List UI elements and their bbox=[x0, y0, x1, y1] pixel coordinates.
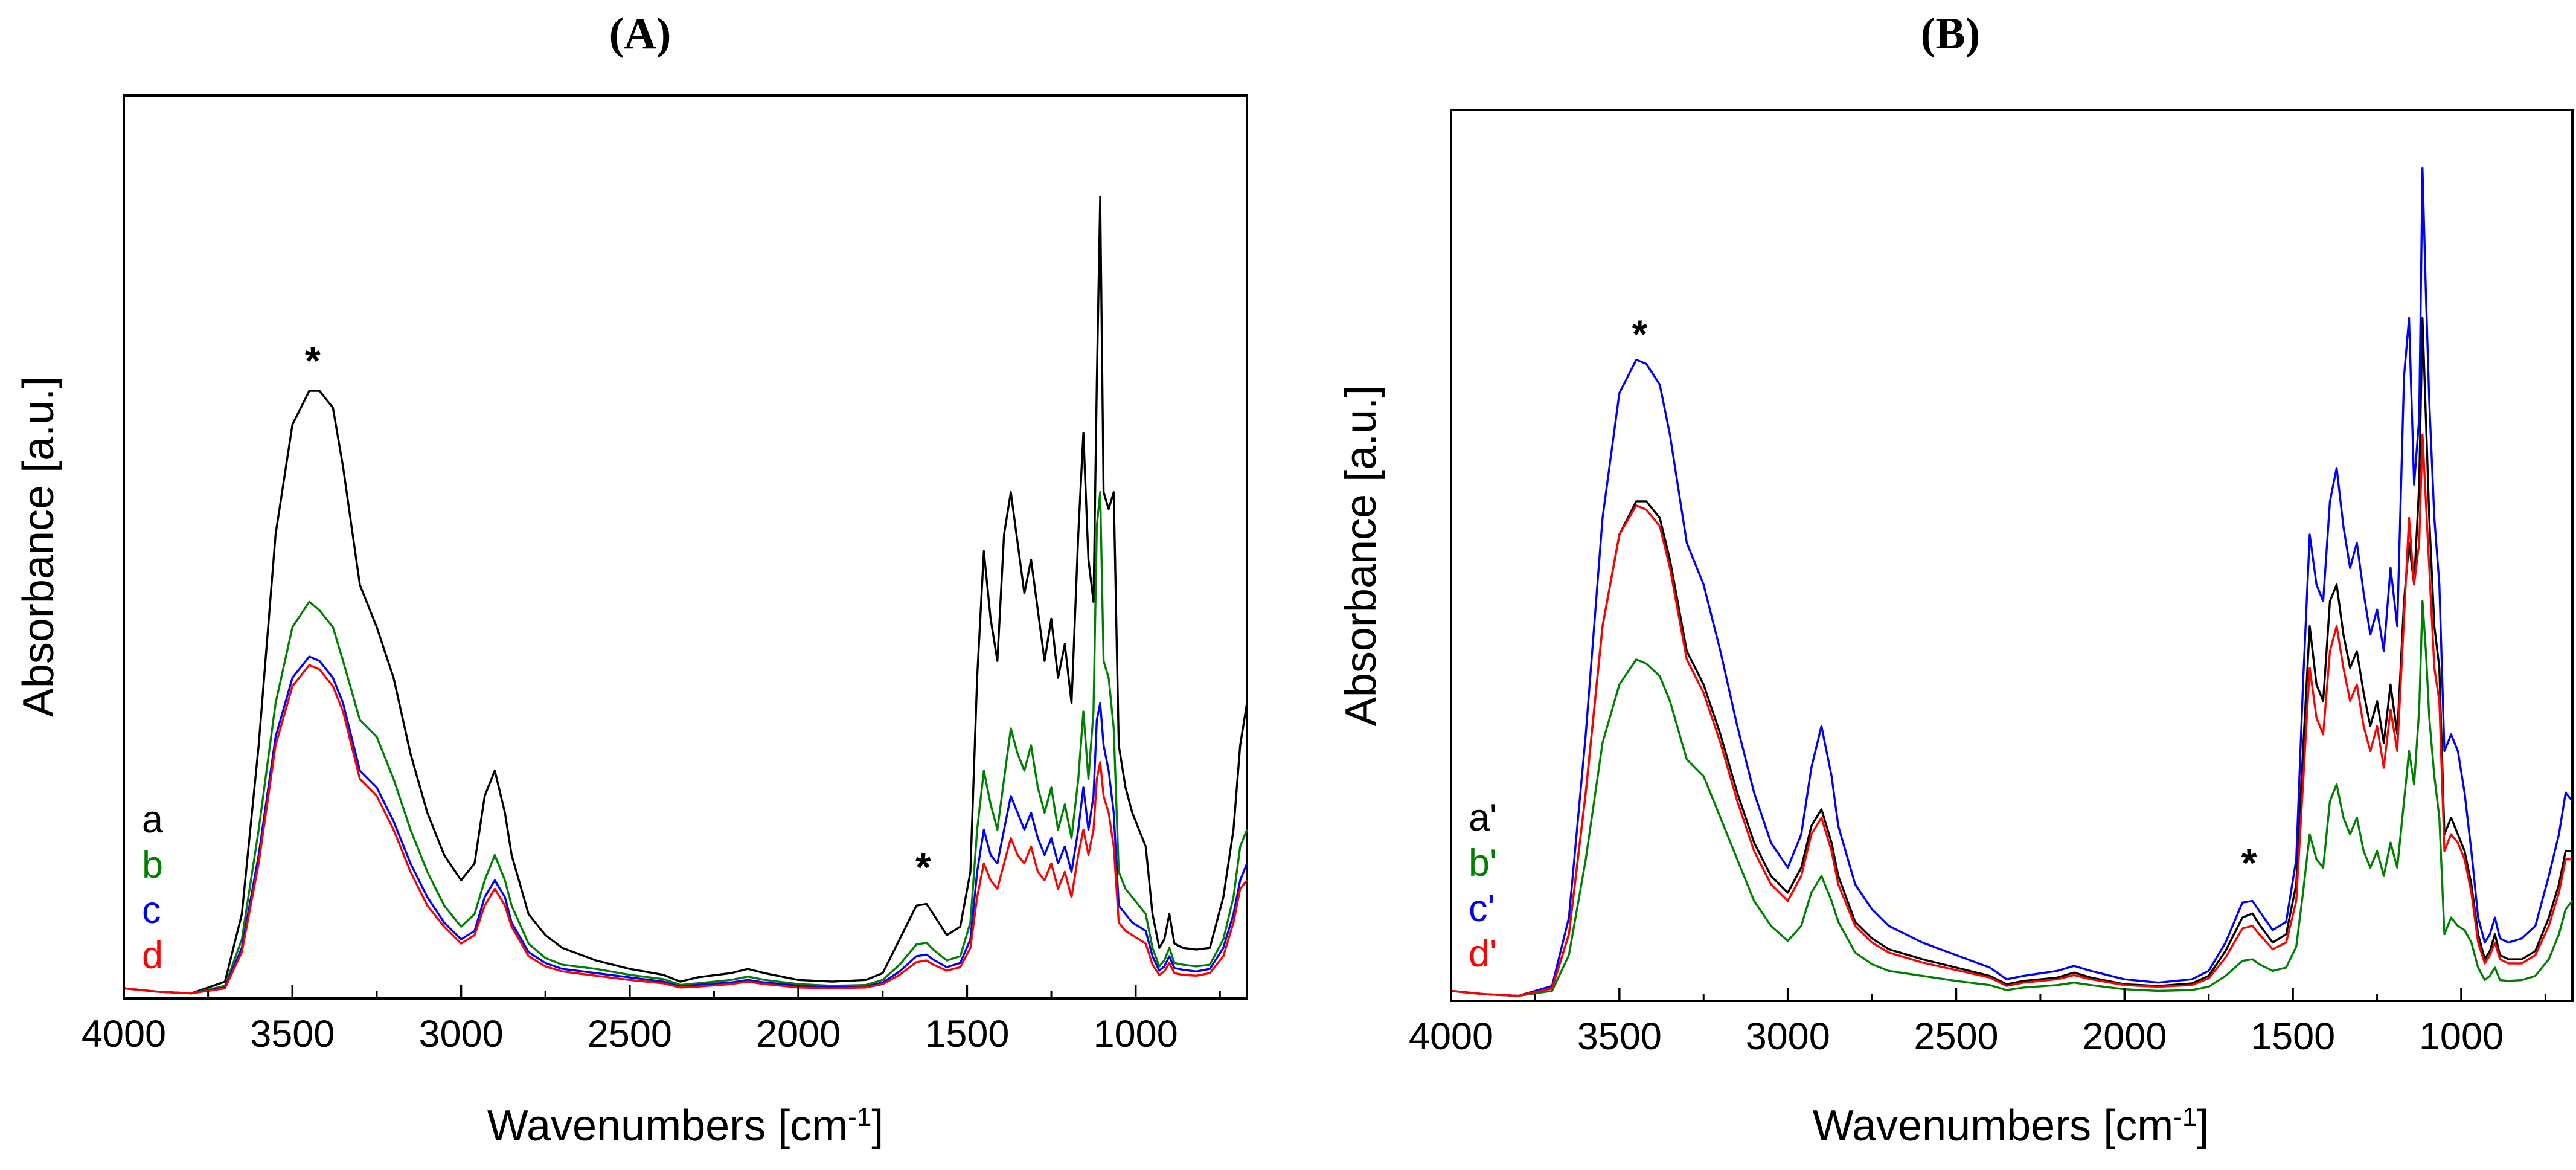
panel-label-a-text: A bbox=[624, 9, 656, 59]
plot-frame-b bbox=[1450, 109, 2574, 1002]
annotations-a: ** bbox=[305, 338, 931, 889]
y-axis-title-a: Absorbance [a.u.] bbox=[14, 376, 63, 717]
annotation-star-b-2: * bbox=[2241, 841, 2257, 886]
x-tick-labels-b: 4000 3500 3000 2500 2000 1500 1000 bbox=[1409, 1015, 2504, 1058]
panel-b: (B) 4000 3500 3000 2500 2000 1500 1000 ** a'b'… bbox=[1337, 9, 2574, 1150]
panel-label-b: (B) bbox=[1921, 9, 1981, 59]
series-line-a-2 bbox=[123, 491, 1248, 995]
x-tick-label-a-4000: 4000 bbox=[82, 1013, 166, 1055]
x-tick-labels-a: 4000 3500 3000 2500 2000 1500 1000 bbox=[82, 1013, 1178, 1055]
x-ticks-b bbox=[1450, 988, 2546, 1001]
annotation-star-a-2: * bbox=[915, 844, 931, 889]
legend-b: a'b'c'd' bbox=[1469, 797, 1497, 975]
annotation-star-a-1: * bbox=[305, 338, 321, 383]
x-tick-label-a-1500: 1500 bbox=[924, 1013, 1009, 1055]
legend-label-a-4: d bbox=[142, 934, 163, 977]
annotation-star-b-1: * bbox=[1632, 312, 1647, 356]
x-tick-label-b-3500: 3500 bbox=[1577, 1015, 1662, 1058]
series-line-b-1 bbox=[1450, 317, 2572, 997]
legend-label-b-3: c' bbox=[1469, 887, 1495, 930]
series-line-b-2 bbox=[1450, 600, 2574, 997]
x-tick-label-b-2500: 2500 bbox=[1914, 1015, 1998, 1058]
series-layer-b bbox=[1450, 167, 2574, 997]
legend-label-b-2: b' bbox=[1469, 842, 1497, 884]
panel-label-a: (A) bbox=[609, 9, 671, 59]
x-tick-label-a-1000: 1000 bbox=[1094, 1013, 1178, 1055]
x-tick-label-b-4000: 4000 bbox=[1409, 1015, 1493, 1058]
x-tick-label-b-1000: 1000 bbox=[2419, 1015, 2504, 1058]
y-axis-title-b: Absorbance [a.u.] bbox=[1337, 385, 1385, 726]
legend-label-a-2: b bbox=[142, 844, 163, 886]
x-tick-label-a-2500: 2500 bbox=[588, 1013, 672, 1055]
panel-a: (A) 4000 3500 3000 2500 2000 1500 1000 ** abcd… bbox=[14, 9, 1248, 1150]
series-line-b-3 bbox=[1450, 167, 2574, 997]
series-line-a-3 bbox=[123, 655, 1248, 995]
series-line-a-1 bbox=[123, 196, 1248, 995]
series-line-a-4 bbox=[123, 664, 1248, 995]
series-layer-a bbox=[123, 196, 1248, 995]
x-ticks-a bbox=[123, 985, 1221, 998]
x-tick-label-a-3500: 3500 bbox=[250, 1013, 335, 1055]
legend-label-a-3: c bbox=[142, 889, 161, 931]
series-line-b-4 bbox=[1450, 433, 2572, 997]
annotations-b: ** bbox=[1632, 312, 2257, 885]
x-tick-label-a-2000: 2000 bbox=[756, 1013, 841, 1055]
x-axis-title-a: Wavenumbers [cm-1] bbox=[487, 1102, 884, 1150]
legend-label-b-4: d' bbox=[1469, 933, 1497, 975]
plot-frame-a bbox=[123, 94, 1248, 1000]
panel-label-b-text: B bbox=[1935, 9, 1965, 59]
x-tick-label-b-2000: 2000 bbox=[2082, 1015, 2167, 1058]
legend-label-a-1: a bbox=[142, 799, 164, 841]
x-tick-label-b-3000: 3000 bbox=[1746, 1015, 1830, 1058]
x-axis-title-b: Wavenumbers [cm-1] bbox=[1813, 1102, 2209, 1150]
legend-label-b-1: a' bbox=[1469, 797, 1497, 839]
x-tick-label-b-1500: 1500 bbox=[2251, 1015, 2335, 1058]
x-tick-label-a-3000: 3000 bbox=[418, 1013, 503, 1055]
